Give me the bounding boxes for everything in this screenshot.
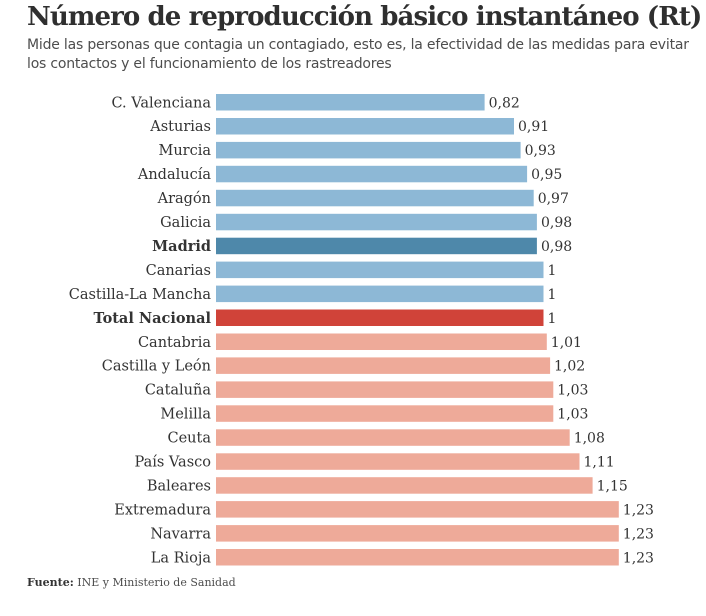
category-label-10: Cantabria	[138, 335, 211, 351]
bar-4	[216, 189, 534, 207]
value-label-4: 0,97	[538, 191, 569, 207]
category-label-9: Total Nacional	[93, 310, 211, 327]
value-label-1: 0,91	[518, 119, 549, 135]
value-label-18: 1,23	[623, 526, 654, 542]
bar-5	[216, 213, 537, 231]
category-label-0: C. Valenciana	[111, 95, 211, 111]
category-label-16: Baleares	[147, 478, 211, 494]
bar-12	[216, 381, 554, 398]
value-label-12: 1,03	[557, 383, 588, 399]
value-label-9: 1	[548, 311, 557, 327]
bar-18	[216, 525, 619, 542]
value-label-13: 1,03	[557, 407, 588, 423]
bar-16	[216, 477, 593, 494]
category-label-2: Murcia	[158, 143, 211, 159]
bar-1	[216, 118, 514, 135]
source-text: INE y Ministerio de Sanidad	[77, 576, 236, 589]
chart-subtitle: Mide las personas que contagia un contag…	[27, 37, 689, 72]
value-label-15: 1,11	[584, 455, 615, 471]
bar-19	[216, 549, 619, 566]
category-label-15: País Vasco	[134, 455, 211, 471]
category-label-7: Canarias	[146, 263, 211, 279]
category-label-12: Cataluña	[145, 383, 212, 399]
value-label-19: 1,23	[623, 550, 654, 566]
category-label-4: Aragón	[157, 191, 211, 207]
value-label-17: 1,23	[623, 502, 654, 518]
category-label-14: Ceuta	[168, 431, 212, 447]
category-label-11: Castilla y León	[102, 359, 211, 375]
category-label-17: Extremadura	[114, 502, 211, 518]
value-label-11: 1,02	[554, 359, 585, 375]
source-note: Fuente: INE y Ministerio de Sanidad	[27, 576, 236, 589]
category-label-3: Andalucía	[137, 167, 211, 183]
category-label-19: La Rioja	[151, 550, 212, 566]
value-label-7: 1	[548, 263, 557, 279]
value-label-10: 1,01	[551, 335, 582, 351]
category-label-18: Navarra	[150, 526, 211, 542]
bar-3	[216, 165, 528, 183]
category-label-8: Castilla-La Mancha	[69, 287, 212, 303]
bar-8	[216, 285, 544, 303]
bar-10	[216, 333, 547, 350]
value-label-16: 1,15	[597, 478, 628, 494]
bar-2	[216, 141, 521, 159]
category-label-5: Galicia	[160, 215, 211, 231]
category-label-6: Madrid	[152, 238, 211, 255]
bar-15	[216, 453, 580, 470]
category-label-1: Asturias	[149, 119, 211, 135]
value-label-3: 0,95	[531, 167, 562, 183]
bar-14	[216, 429, 570, 446]
value-label-5: 0,98	[541, 215, 572, 231]
bar-17	[216, 501, 619, 518]
source-label: Fuente:	[27, 576, 74, 589]
bar-0	[216, 94, 485, 111]
value-label-8: 1	[548, 287, 557, 303]
bar-9	[216, 309, 544, 326]
bar-7	[216, 261, 544, 279]
value-label-0: 0,82	[489, 95, 520, 111]
value-label-2: 0,93	[525, 143, 556, 159]
chart-title: Número de reproducción básico instantáne…	[27, 2, 702, 32]
bar-6	[216, 237, 537, 255]
value-label-6: 0,98	[541, 239, 572, 255]
bar-11	[216, 357, 551, 374]
category-label-13: Melilla	[160, 407, 211, 423]
value-label-14: 1,08	[574, 431, 605, 447]
bar-13	[216, 405, 554, 422]
